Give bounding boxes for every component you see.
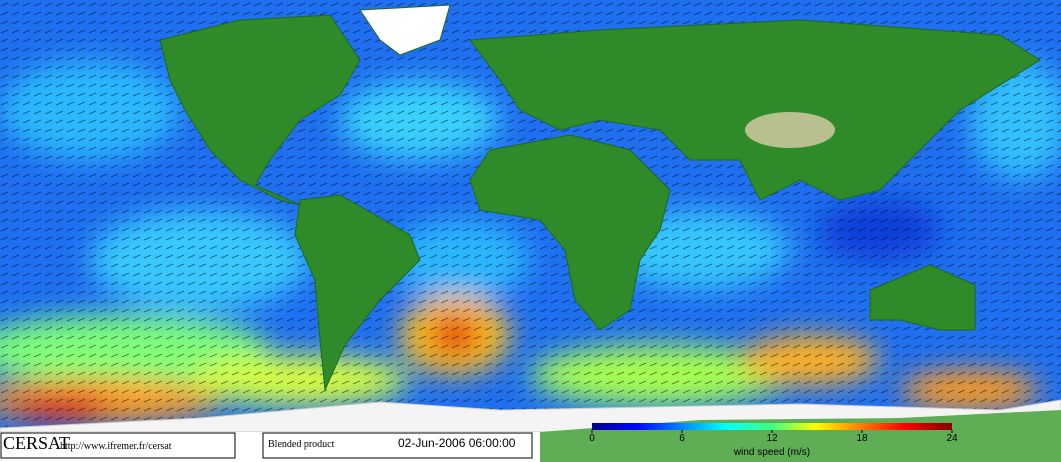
colorbar-tick-label: 18	[856, 433, 868, 444]
colorbar-tick-label: 0	[589, 433, 595, 444]
brand-box	[0, 432, 236, 459]
product: Blended product	[268, 439, 335, 450]
colorbar-label: wind speed (m/s)	[733, 447, 810, 458]
colorbar-tick-label: 12	[766, 433, 778, 444]
product-box	[262, 432, 533, 459]
url: http://www.ifremer.fr/cersat	[60, 441, 172, 452]
colorbar-tick-label: 6	[679, 433, 685, 444]
date: 02-Jun-2006 06:00:00	[398, 436, 516, 450]
brand: CERSAT	[3, 433, 70, 453]
colorbar-tick-label: 24	[946, 433, 958, 444]
colorbar	[592, 423, 952, 430]
